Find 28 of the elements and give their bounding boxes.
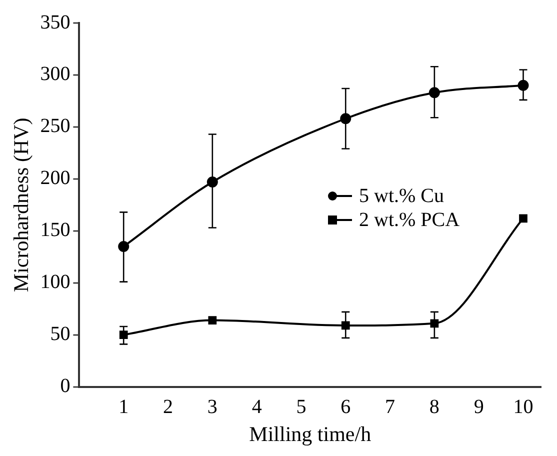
point [519, 214, 528, 223]
x-tick-label: 9 [474, 396, 484, 418]
x-tick-label: 4 [252, 396, 262, 418]
y-tick-label: 150 [40, 219, 70, 242]
y-tick-label: 350 [40, 11, 70, 34]
x-tick-label: 5 [296, 396, 306, 418]
y-tick-label: 100 [40, 271, 70, 294]
legend-label: 2 wt.% PCA [359, 208, 460, 232]
y-tick-label: 250 [40, 115, 70, 138]
x-tick-label: 10 [513, 396, 534, 418]
point [206, 176, 218, 188]
x-tick-label: 1 [118, 396, 129, 418]
y-tick-label: 200 [40, 167, 70, 190]
point [119, 330, 128, 340]
x-tick-label: 3 [207, 396, 218, 418]
x-tick-label: 8 [429, 396, 440, 418]
legend-label: 5 wt.% Cu [359, 184, 444, 208]
y-tick-label: 300 [40, 63, 70, 86]
point [208, 316, 217, 324]
y-tick-label: 0 [60, 375, 70, 398]
point [428, 87, 440, 98]
x-axis-title: Milling time/h [249, 422, 372, 446]
y-tick-label: 50 [50, 323, 70, 346]
x-tick-label: 6 [340, 396, 351, 418]
point [430, 319, 439, 328]
x-tick-label: 7 [385, 396, 396, 418]
y-axis-title: Microhardness (HV) [9, 118, 34, 292]
x-tick-label: 2 [163, 396, 174, 418]
